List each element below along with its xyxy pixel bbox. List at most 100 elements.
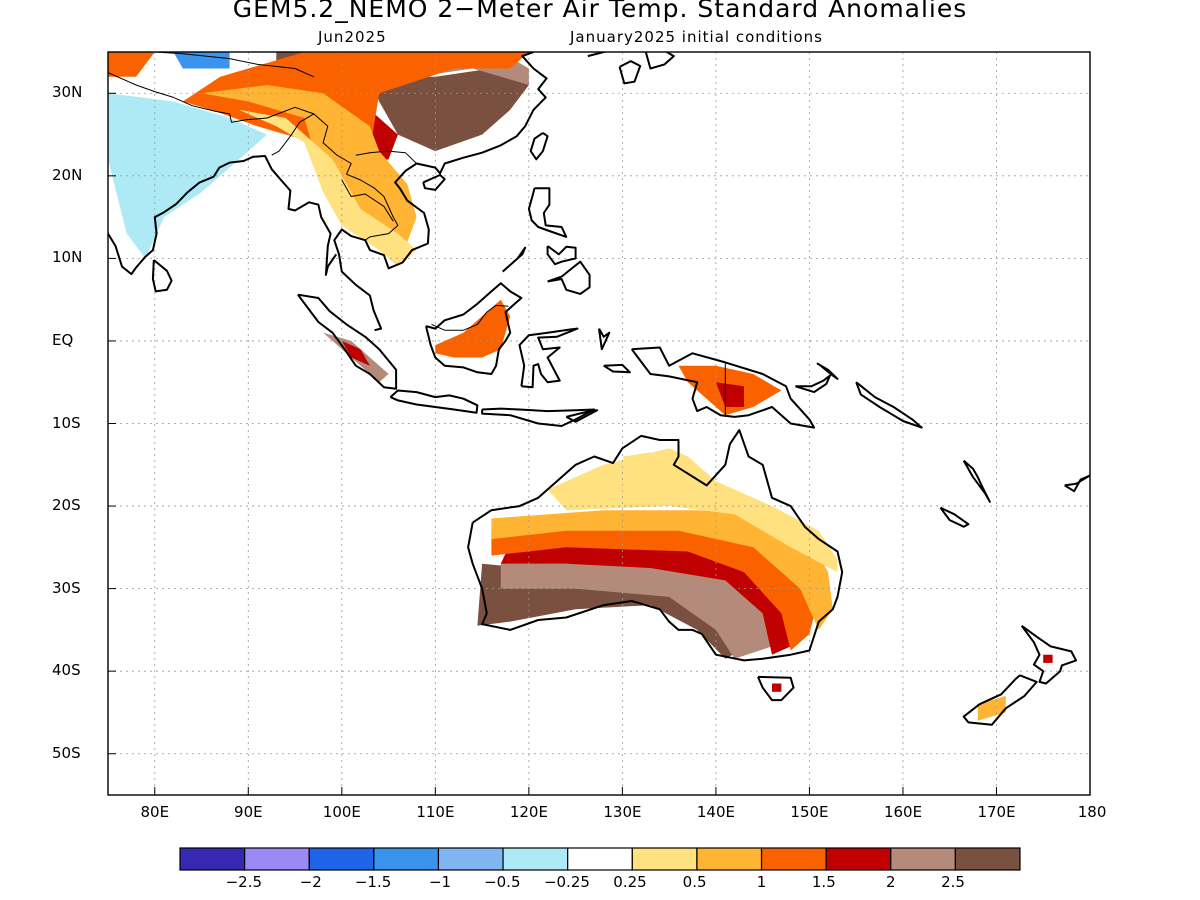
forecast-month: Jun2025 <box>318 28 387 46</box>
anomaly-region-south-asia-0.25to0.5 <box>238 109 417 267</box>
korea-south <box>587 52 608 58</box>
anomaly-region-northwest-india-1to1.5 <box>108 52 155 77</box>
anomaly-region-kashmir-cool <box>173 52 230 69</box>
lon-label: 170E <box>977 803 1016 821</box>
anomaly-region-sumatra-1.5to2 <box>341 340 370 366</box>
colorbar-label: −0.5 <box>484 873 521 891</box>
lon-label: 130E <box>603 803 642 821</box>
colorbar-label: −2 <box>299 873 322 891</box>
timor <box>565 409 599 423</box>
hainan-coast <box>422 174 446 191</box>
sri-lanka-coast <box>151 259 173 293</box>
colorbar-label: −1 <box>428 873 452 891</box>
java-coast <box>389 389 479 414</box>
myanmar-china-border <box>313 113 399 241</box>
colorbar-label: −0.25 <box>543 873 590 891</box>
lat-label: 30S <box>52 578 81 597</box>
lat-label: 10N <box>52 248 83 267</box>
colorbar-label: 2.5 <box>941 873 965 891</box>
australia-coast <box>467 429 844 662</box>
colorbar-bin <box>502 847 569 871</box>
colorbar-label: 0.25 <box>613 873 647 891</box>
lon-label: 120E <box>509 803 548 821</box>
lesser-sunda <box>481 407 596 427</box>
japan-shikoku-honshu <box>644 52 675 70</box>
lon-label: 80E <box>140 803 170 821</box>
anomaly-region-new-zealand-north-1.5to2 <box>1043 654 1053 663</box>
colorbar-bin <box>954 847 1021 871</box>
lon-label: 100E <box>322 803 361 821</box>
malay-peninsula-indochina <box>333 52 548 332</box>
colorbar-label: 1.5 <box>811 873 836 891</box>
lat-label: 20S <box>52 496 81 515</box>
colorbar-bin <box>179 847 246 871</box>
anomaly-region-south-asia-0.5to1 <box>201 85 417 242</box>
taiwan-coast <box>529 132 549 161</box>
lat-label: EQ <box>52 330 74 349</box>
colorbar-bin <box>696 847 763 871</box>
colorbar-bin <box>825 847 892 871</box>
china-se-asia-border <box>355 150 417 164</box>
colorbar-label: −2.5 <box>225 873 263 891</box>
vanuatu <box>962 459 991 503</box>
lon-label: 110E <box>416 803 455 821</box>
borneo-coast <box>425 282 523 375</box>
luzon-coast <box>527 187 568 238</box>
sulawesi-coast <box>518 327 579 389</box>
border-layer <box>108 52 726 417</box>
palawan <box>502 246 527 273</box>
new-zealand-south <box>962 674 1038 726</box>
lon-label: 160E <box>883 803 923 821</box>
seram <box>603 363 631 374</box>
new-ireland <box>816 362 839 380</box>
colorbar-bin <box>437 847 504 871</box>
anomaly-region-new-zealand-0.5to1 <box>977 695 1006 721</box>
anomaly-region-australia-0.5to1 <box>491 510 833 630</box>
india-border <box>108 72 315 156</box>
anomaly-region-tasmania-1.5to2 <box>772 683 782 692</box>
colorbar-bin <box>244 847 310 871</box>
sumatra-coast <box>297 293 398 390</box>
mindanao-coast <box>547 260 591 295</box>
new-guinea-coast <box>630 346 816 429</box>
colorbar-label: 2 <box>886 873 896 891</box>
graticule <box>108 52 1091 795</box>
colorbar-bin <box>760 847 827 871</box>
solomons <box>855 381 923 429</box>
lon-label: 150E <box>790 803 829 821</box>
colorbar-bin <box>308 847 375 871</box>
colorbar-bin <box>373 847 440 871</box>
colorbar-bin <box>567 847 633 871</box>
lon-label: 90E <box>234 803 263 821</box>
lat-label: 50S <box>52 743 81 762</box>
anomaly-region-australia-0.25to0.5 <box>547 448 838 573</box>
colorbar-label: 1 <box>756 873 767 891</box>
visayas <box>546 245 577 266</box>
colorbar-bin <box>631 847 698 871</box>
borneo-border <box>431 304 509 331</box>
anomaly-region-australia-1.5to2 <box>500 539 801 655</box>
lon-label: 140E <box>696 803 735 821</box>
new-caledonia <box>939 506 970 528</box>
anomaly-region-borneo-1to1.5 <box>435 299 511 358</box>
colorbar-bin <box>890 847 956 871</box>
colorbar-label: 0.5 <box>682 873 707 891</box>
new-britain <box>795 374 831 394</box>
lat-label: 40S <box>52 661 81 680</box>
colorbar <box>179 847 1021 871</box>
lat-label: 10S <box>52 413 81 432</box>
new-zealand-north <box>1020 624 1077 685</box>
fiji <box>1064 474 1090 493</box>
anomaly-region-china-above-2.5 <box>369 68 529 152</box>
coastline-layer <box>108 52 1090 726</box>
anomaly-region-australia-0.25to0.5-north <box>622 452 660 473</box>
lat-label: 30N <box>52 83 83 102</box>
china-north-border <box>154 52 315 78</box>
anomaly-region-south-australia-2to2.5 <box>500 559 772 659</box>
chart-title: GEM5.2_NEMO 2−Meter Air Temp. Standard A… <box>232 0 968 23</box>
initial-conditions-label: January2025 initial conditions <box>570 28 823 46</box>
map-frame <box>107 51 1091 796</box>
anomaly-region-new-guinea-1.5to2 <box>715 382 744 407</box>
anomaly-fill-layer <box>108 52 1053 721</box>
